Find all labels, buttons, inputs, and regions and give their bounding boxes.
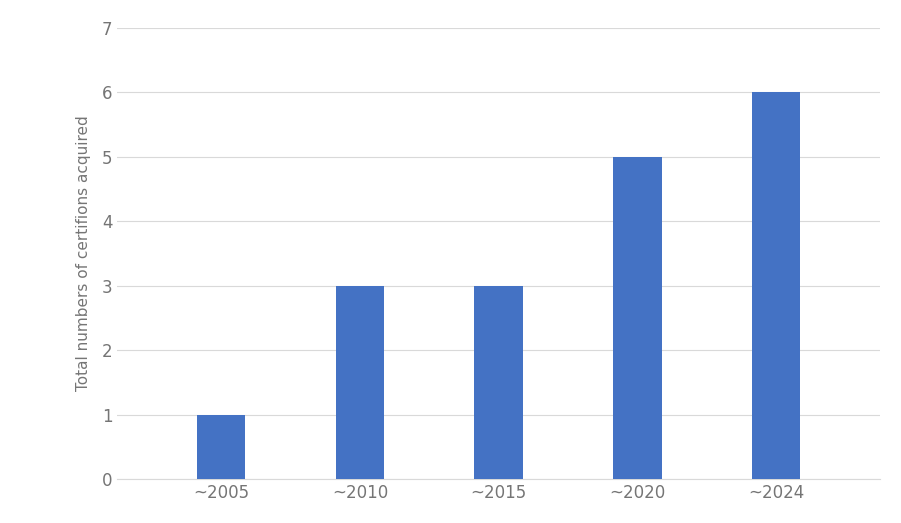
Bar [474,286,523,479]
Y-axis label: Total numbers of certifions acquired: Total numbers of certifions acquired [76,116,90,391]
Bar [336,286,384,479]
Bar [613,157,661,479]
Bar [751,93,800,479]
Bar [197,415,245,479]
